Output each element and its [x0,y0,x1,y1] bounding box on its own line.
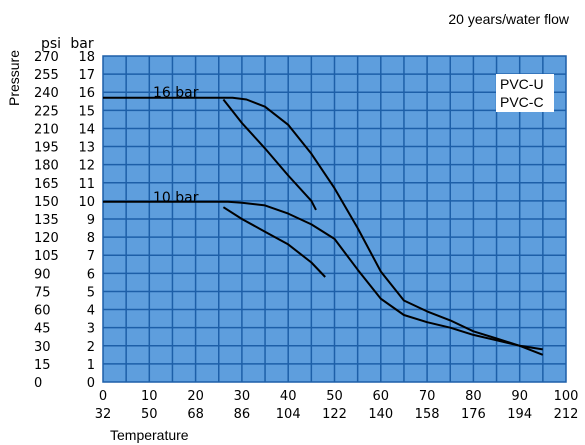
y-tick-psi: 75 [34,285,51,300]
series-line [222,206,326,278]
y-tick-psi: 195 [34,141,59,156]
y-tick-psi: 135 [34,213,59,228]
x-tick-celsius: 10 [141,389,158,404]
curve-group [103,96,544,356]
chart-title: 20 years/water flow [448,11,569,27]
psi-unit-label: psi [41,36,61,52]
series-line [103,96,544,356]
x-tick-celsius: 90 [511,389,528,404]
x-tick-celsius: 40 [280,389,297,404]
x-tick-celsius: 100 [554,389,579,404]
x-tick-celsius: 70 [419,389,436,404]
legend-box [496,74,554,112]
y-tick-bar: 2 [87,340,95,355]
x-axis-label: Temperature [110,427,189,443]
y-tick-bar: 15 [78,104,95,119]
annotation-10-bar: 10 bar [153,190,199,206]
y-tick-psi: 15 [34,358,51,373]
y-tick-psi: 240 [34,86,59,101]
x-tick-fahrenheit: 176 [461,407,486,422]
y-tick-bar: 6 [87,267,95,282]
y-tick-bar: 4 [87,304,95,319]
x-tick-celsius: 80 [465,389,482,404]
y-tick-bar: 0 [87,376,95,391]
y-tick-psi: 180 [34,159,59,174]
x-ticks: 0 32 10 50 20 68 30 86 40 104 50 122 60 140 70 158 80 176… [95,389,579,422]
y-tick-psi: 255 [34,68,59,83]
y-tick-psi: 60 [34,304,51,319]
y-tick-bar: 13 [78,141,95,156]
series-line [103,200,543,351]
x-tick-celsius: 50 [326,389,343,404]
x-tick-fahrenheit: 140 [368,407,393,422]
y-tick-psi: 270 [34,50,59,65]
y-tick-bar: 9 [87,213,95,228]
y-tick-bar: 5 [87,285,95,300]
y-tick-psi: 45 [34,322,51,337]
x-tick-fahrenheit: 104 [276,407,301,422]
x-tick-fahrenheit: 158 [415,407,440,422]
y-tick-bar: 1 [87,358,95,373]
y-tick-bar: 10 [78,195,95,210]
x-tick-fahrenheit: 68 [187,407,204,422]
y-tick-psi: 30 [34,340,51,355]
y-tick-psi: 165 [34,177,59,192]
x-tick-celsius: 20 [187,389,204,404]
legend-item-pvc-c: PVC-C [500,94,544,110]
x-tick-celsius: 30 [234,389,251,404]
series-line [222,98,317,211]
x-tick-fahrenheit: 86 [234,407,251,422]
y-tick-psi: 150 [34,195,59,210]
x-tick-celsius: 0 [99,389,107,404]
annotation-16-bar: 16 bar [153,85,199,101]
y-tick-bar: 8 [87,231,95,246]
x-tick-celsius: 60 [373,389,390,404]
y-axis-label: Pressure [6,50,22,106]
grid [103,56,566,382]
x-tick-fahrenheit: 194 [507,407,532,422]
y-tick-psi: 210 [34,122,59,137]
y-tick-psi: 120 [34,231,59,246]
y-tick-bar: 16 [78,86,95,101]
x-tick-fahrenheit: 50 [141,407,158,422]
y-tick-psi: 225 [34,104,59,119]
y-tick-psi: 0 [34,376,42,391]
y-tick-bar: 12 [78,159,95,174]
y-tick-bar: 17 [78,68,95,83]
bar-unit-label: bar [70,36,93,52]
x-tick-fahrenheit: 122 [322,407,347,422]
x-tick-fahrenheit: 212 [554,407,579,422]
plot-area [102,55,567,383]
y-tick-psi: 90 [34,267,51,282]
legend-item-pvc-u: PVC-U [500,76,544,92]
y-tick-psi: 105 [34,249,59,264]
y-tick-bar: 7 [87,249,95,264]
y-tick-bar: 14 [78,122,95,137]
y-tick-bar: 18 [78,50,95,65]
y-ticks: 0 0 15 1 30 2 45 3 60 4 75 5 90 6 105 7 120 8 135 9 150 10 165… [34,50,95,391]
x-tick-fahrenheit: 32 [95,407,112,422]
y-tick-bar: 11 [78,177,95,192]
y-tick-bar: 3 [87,322,95,337]
